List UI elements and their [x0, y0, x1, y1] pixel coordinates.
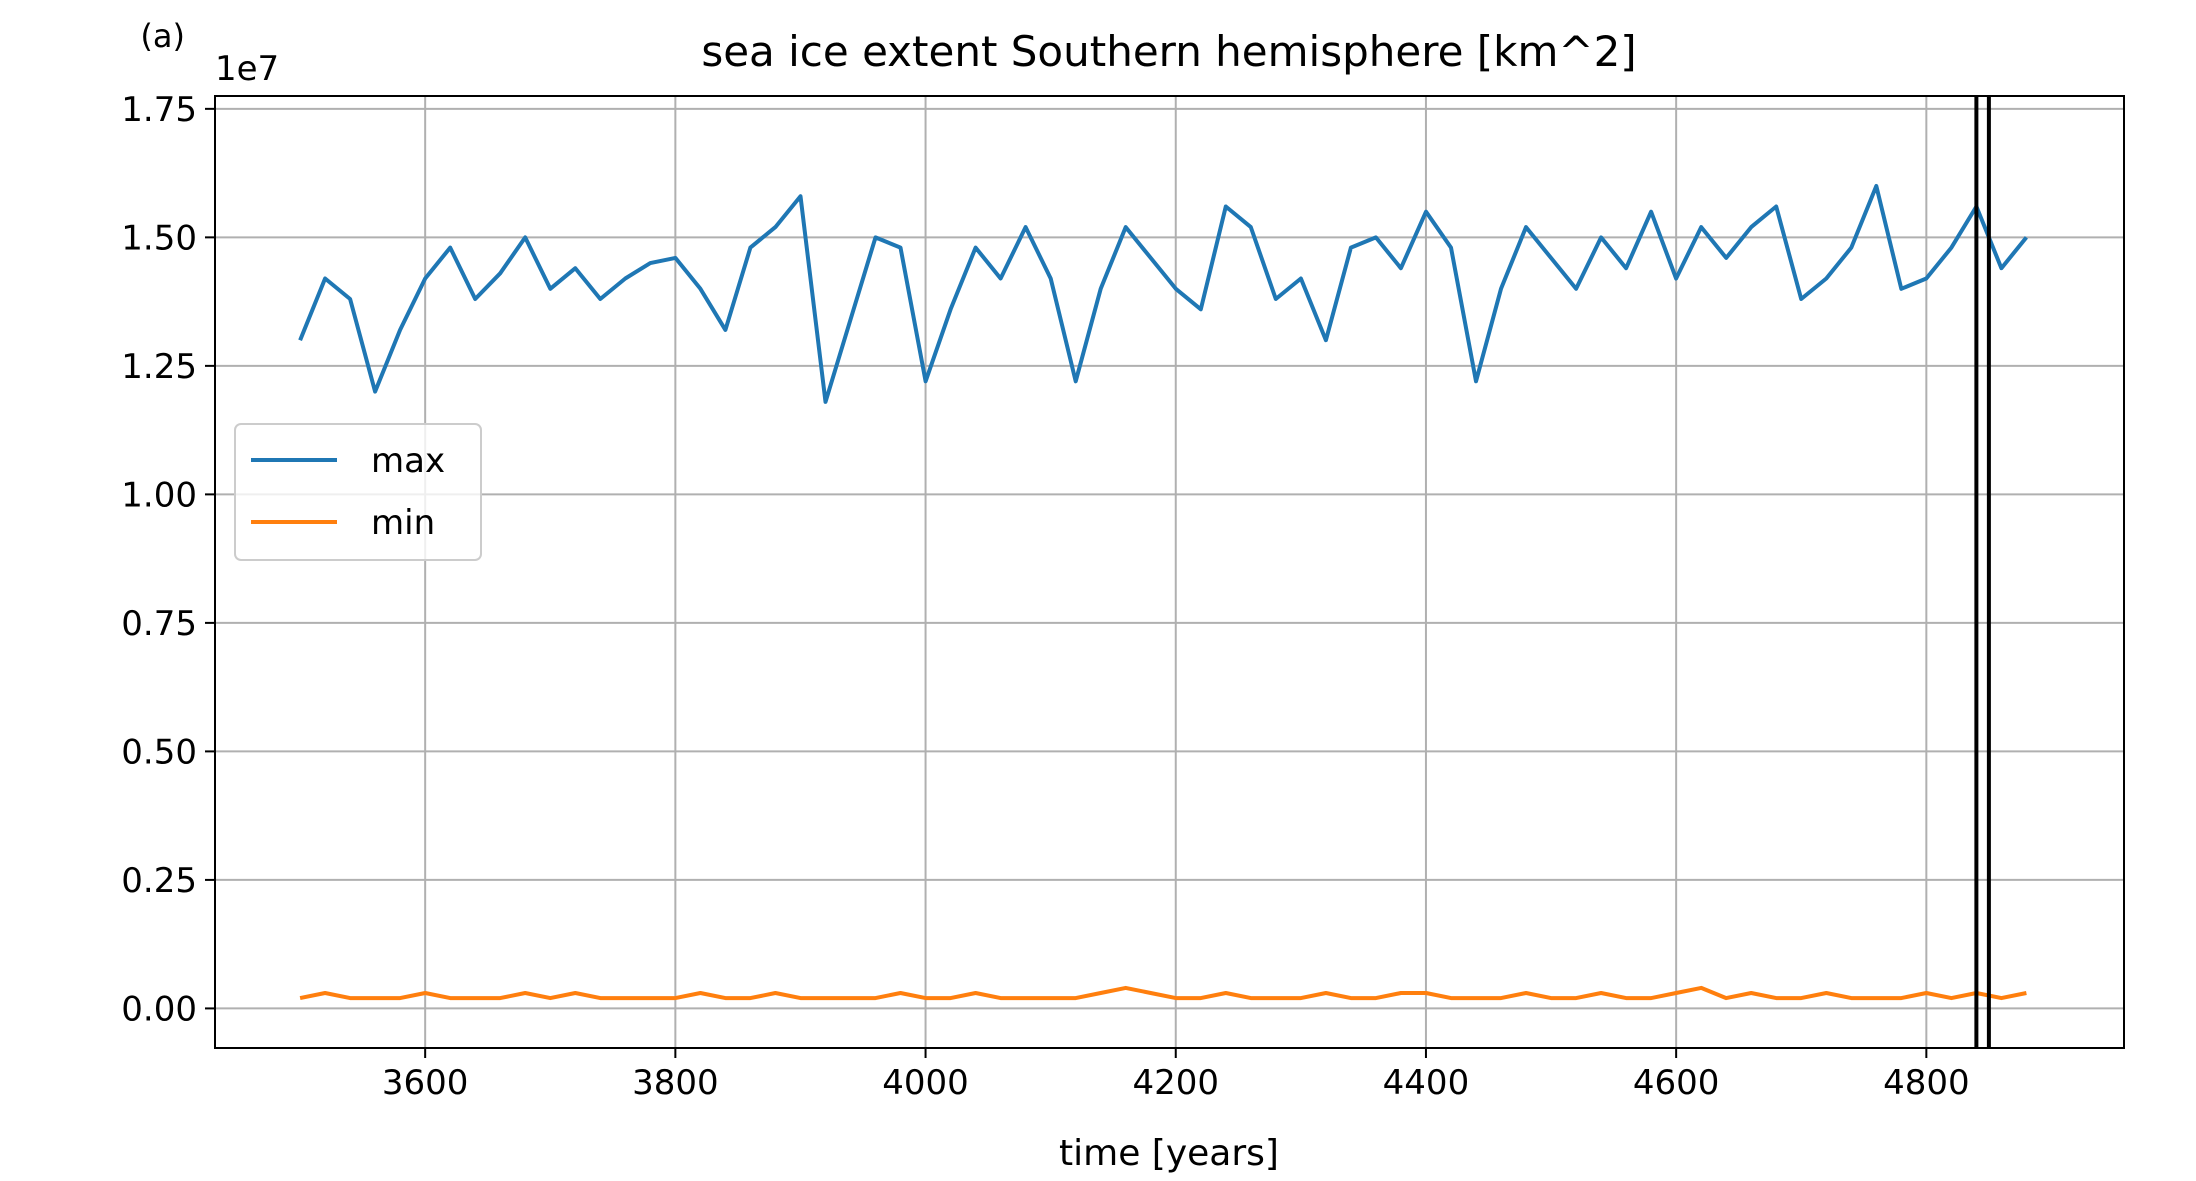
line-series: [299, 985, 2027, 1001]
y-offset-label: 1e7: [215, 49, 279, 89]
x-tick-label: 4800: [1883, 1063, 1970, 1103]
x-tick-label: 3800: [632, 1063, 719, 1103]
y-tick-label: 0.00: [121, 989, 197, 1029]
y-tick-label: 1.50: [121, 218, 197, 258]
panel-label: (a): [140, 17, 185, 55]
x-axis-label: time [years]: [1059, 1133, 1279, 1174]
y-tick-label: 1.25: [121, 347, 197, 387]
x-tick-label: 4000: [882, 1063, 969, 1103]
plot-frame: [214, 95, 2125, 1049]
y-tick-label: 0.50: [121, 732, 197, 772]
chart-title: sea ice extent Southern hemisphere [km^2…: [701, 27, 1636, 76]
x-tick-label: 4600: [1633, 1063, 1720, 1103]
y-tick-label: 0.25: [121, 861, 197, 901]
line-series: [298, 184, 2028, 404]
x-tick-label: 4400: [1383, 1063, 1470, 1103]
legend: max min: [234, 423, 482, 561]
y-tick-label: 1.75: [121, 90, 197, 130]
y-tick-label: 1.00: [121, 475, 197, 515]
legend-label: min: [371, 503, 435, 543]
legend-label: max: [371, 441, 445, 481]
x-tick-label: 3600: [382, 1063, 469, 1103]
x-tick-label: 4200: [1132, 1063, 1219, 1103]
y-tick-label: 0.75: [121, 604, 197, 644]
